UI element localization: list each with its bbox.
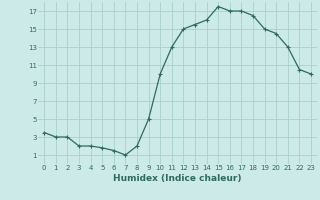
X-axis label: Humidex (Indice chaleur): Humidex (Indice chaleur): [113, 174, 242, 183]
